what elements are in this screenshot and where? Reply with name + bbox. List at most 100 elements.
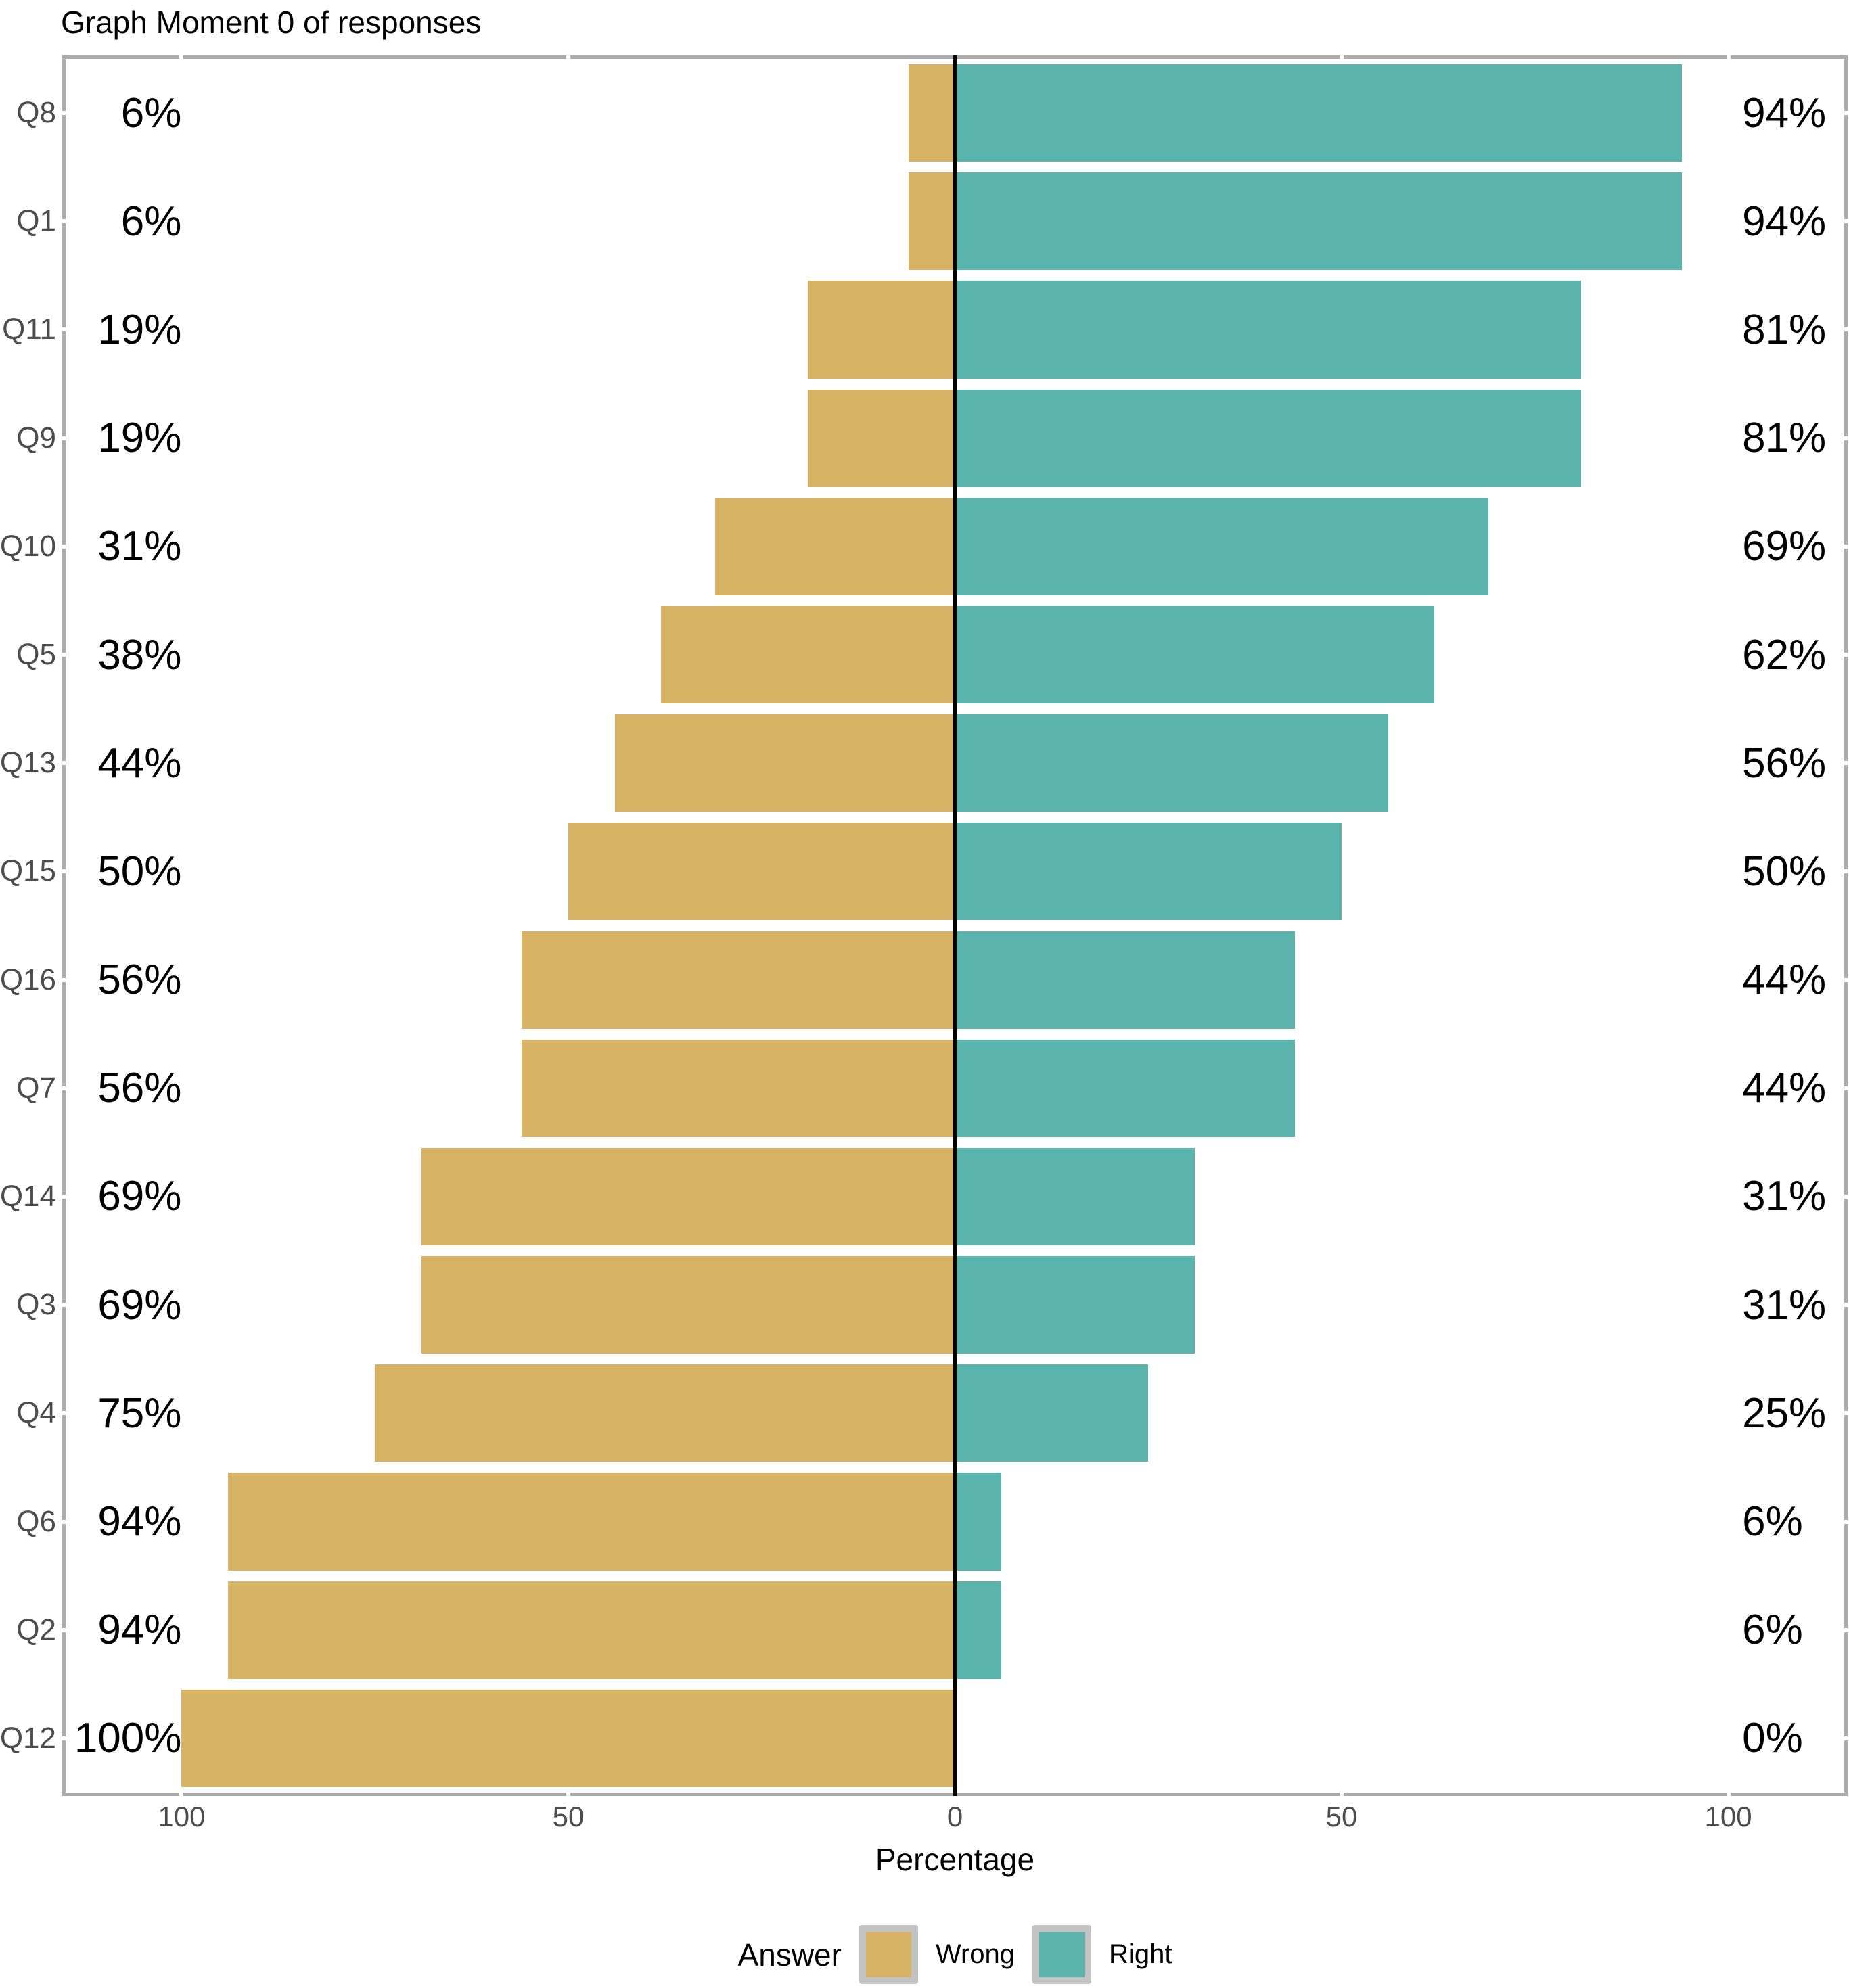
right-value-label-q1: 94%: [1742, 198, 1827, 245]
bar-wrong-q8: [908, 64, 955, 162]
chart-title: Graph Moment 0 of responses: [61, 5, 482, 40]
y-tick-mark: [62, 436, 66, 440]
x-tick-mark: [1726, 55, 1731, 59]
wrong-value-label-q1: 6%: [120, 198, 182, 245]
y-tick-mark: [62, 327, 66, 332]
y-tick-mark: [1844, 977, 1848, 982]
y-axis-label-q5: Q5: [16, 638, 56, 672]
chart-row-q3: 69% 31%: [62, 1251, 1848, 1359]
bar-wrong-q11: [808, 281, 955, 379]
wrong-value-label-q7: 56%: [97, 1065, 182, 1112]
right-value-label-q14: 31%: [1742, 1173, 1827, 1220]
y-axis-label-q12: Q12: [0, 1721, 56, 1755]
bar-right-q7: [955, 1039, 1296, 1137]
bar-wrong-q14: [421, 1147, 955, 1246]
bar-right-q16: [955, 931, 1296, 1029]
y-tick-mark: [1844, 1736, 1848, 1740]
legend-label-right: Right: [1109, 1939, 1172, 1969]
y-tick-mark: [62, 977, 66, 982]
y-tick-mark: [1844, 653, 1848, 657]
bar-right-q4: [955, 1364, 1149, 1462]
y-axis-label-q16: Q16: [0, 963, 56, 996]
y-tick-mark: [62, 544, 66, 549]
wrong-value-label-q9: 19%: [97, 415, 182, 462]
bar-wrong-q13: [614, 714, 955, 812]
right-value-label-q12: 0%: [1742, 1715, 1803, 1762]
y-axis-label-q10: Q10: [0, 529, 56, 563]
wrong-value-label-q12: 100%: [74, 1715, 182, 1762]
y-tick-mark: [62, 1086, 66, 1090]
y-axis-label-q7: Q7: [16, 1071, 56, 1105]
right-value-label-q11: 81%: [1742, 306, 1827, 353]
x-tick-mark: [566, 55, 570, 59]
right-value-label-q2: 6%: [1742, 1606, 1803, 1654]
bar-right-q8: [955, 64, 1682, 162]
bar-right-q13: [955, 714, 1388, 812]
bar-wrong-q1: [908, 172, 955, 271]
bar-right-q10: [955, 497, 1489, 595]
legend-swatch-wrong: [865, 1932, 911, 1977]
x-tick-mark: [1340, 55, 1344, 59]
y-tick-mark: [1844, 1519, 1848, 1524]
wrong-value-label-q13: 44%: [97, 739, 182, 787]
bar-right-q14: [955, 1147, 1195, 1246]
y-tick-mark: [1844, 544, 1848, 549]
y-tick-mark: [62, 653, 66, 657]
chart-row-q13: 44% 56%: [62, 709, 1848, 817]
y-tick-mark: [1844, 761, 1848, 766]
x-tick-label-4: 100: [1704, 1801, 1752, 1832]
y-tick-mark: [62, 1303, 66, 1308]
y-tick-mark: [62, 761, 66, 766]
chart-row-q15: 50% 50%: [62, 817, 1848, 925]
x-tick-label-3: 50: [1325, 1801, 1358, 1832]
chart-row-q12: 100% 0%: [62, 1684, 1848, 1793]
x-tick-label-1: 50: [552, 1801, 585, 1832]
y-tick-mark: [1844, 1411, 1848, 1416]
y-tick-mark: [62, 1627, 66, 1632]
y-axis-label-q14: Q14: [0, 1179, 56, 1213]
plot-panel: 6% 94% 6% 94% 19% 81% 19% 81% 31% 69% 38% 62% 44% 56%…: [62, 55, 1848, 1796]
right-value-label-q10: 69%: [1742, 523, 1827, 570]
y-tick-mark: [62, 1736, 66, 1740]
wrong-value-label-q2: 94%: [97, 1606, 182, 1654]
y-axis-label-q1: Q1: [16, 204, 56, 238]
chart-row-q6: 94% 6%: [62, 1467, 1848, 1575]
bar-right-q5: [955, 605, 1435, 704]
wrong-value-label-q4: 75%: [97, 1389, 182, 1437]
y-tick-mark: [62, 111, 66, 116]
x-tick-mark: [179, 55, 184, 59]
right-value-label-q16: 44%: [1742, 956, 1827, 1004]
y-tick-mark: [1844, 1194, 1848, 1199]
chart-row-q2: 94% 6%: [62, 1576, 1848, 1684]
chart-row-q7: 56% 44%: [62, 1034, 1848, 1142]
bar-right-q9: [955, 389, 1582, 487]
y-axis-label-q6: Q6: [16, 1504, 56, 1538]
wrong-value-label-q15: 50%: [97, 848, 182, 895]
chart-row-q5: 38% 62%: [62, 601, 1848, 709]
bar-wrong-q12: [181, 1689, 955, 1787]
chart-row-q16: 56% 44%: [62, 926, 1848, 1034]
y-tick-mark: [1844, 1303, 1848, 1308]
y-tick-mark: [1844, 111, 1848, 116]
right-value-label-q7: 44%: [1742, 1065, 1827, 1112]
x-axis: 100 50 0 50 100: [66, 1801, 1844, 1841]
y-tick-mark: [1844, 436, 1848, 440]
wrong-value-label-q8: 6%: [120, 89, 182, 137]
y-axis-label-q2: Q2: [16, 1613, 56, 1646]
chart-row-q9: 19% 81%: [62, 384, 1848, 492]
chart-row-q8: 6% 94%: [62, 59, 1848, 167]
y-tick-mark: [62, 869, 66, 874]
y-tick-mark: [62, 1411, 66, 1416]
legend: Answer Wrong Right: [66, 1922, 1844, 1987]
x-tick-label-0: 100: [158, 1801, 206, 1832]
bar-right-q15: [955, 823, 1342, 921]
right-value-label-q8: 94%: [1742, 89, 1827, 137]
wrong-value-label-q11: 19%: [97, 306, 182, 353]
legend-key-right: [1032, 1925, 1092, 1984]
right-value-label-q15: 50%: [1742, 848, 1827, 895]
chart-row-q1: 6% 94%: [62, 167, 1848, 275]
y-tick-mark: [62, 1519, 66, 1524]
bar-wrong-q2: [228, 1581, 955, 1679]
bar-right-q11: [955, 281, 1582, 379]
